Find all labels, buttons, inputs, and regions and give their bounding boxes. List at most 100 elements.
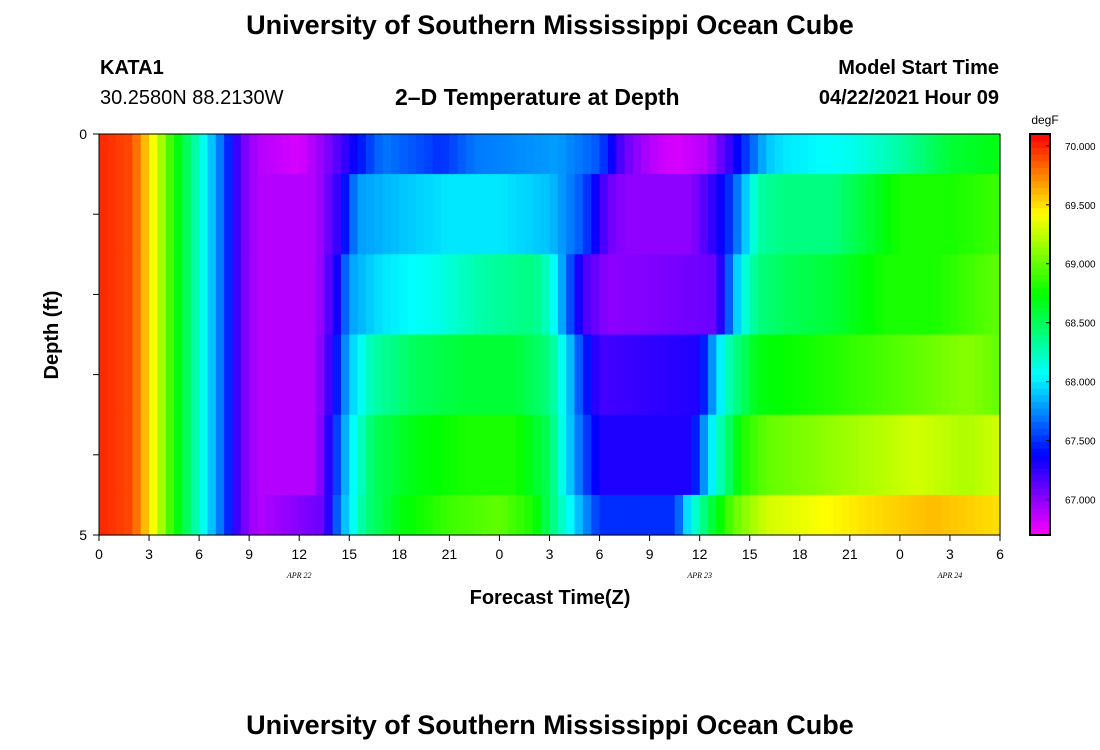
heatmap-cell-layer-5 — [365, 494, 375, 536]
heatmap-cell-layer-0 — [716, 134, 726, 175]
heatmap-cell-layer-1 — [883, 174, 893, 255]
heatmap-cell-layer-5 — [315, 494, 325, 536]
heatmap-cell-layer-3 — [315, 334, 325, 416]
heatmap-cell-layer-1 — [499, 174, 509, 255]
heatmap-cell-layer-2 — [607, 254, 617, 336]
heatmap-cell-layer-3 — [441, 334, 450, 416]
heatmap-cell-layer-5 — [532, 494, 542, 536]
heatmap-cell-layer-0 — [582, 134, 592, 175]
heatmap-cell-layer-5 — [682, 494, 692, 536]
heatmap-cell-layer-1 — [649, 174, 659, 255]
heatmap-cell-layer-1 — [399, 174, 409, 255]
heatmap-cell-layer-4 — [99, 414, 108, 496]
heatmap-cell-layer-2 — [124, 254, 133, 336]
heatmap-cell-layer-5 — [966, 494, 976, 536]
heatmap-cell-layer-0 — [257, 134, 267, 175]
heatmap-cell-layer-4 — [607, 414, 617, 496]
y-tick-label: 0 — [79, 126, 87, 142]
colorbar-band — [1030, 287, 1050, 295]
heatmap-cell-layer-3 — [407, 334, 417, 416]
heatmap-cell-layer-3 — [624, 334, 634, 416]
heatmap-cell-layer-1 — [783, 174, 793, 255]
heatmap-cell-layer-0 — [924, 134, 934, 175]
heatmap-cell-layer-5 — [941, 494, 951, 536]
heatmap-cell-layer-3 — [657, 334, 667, 416]
heatmap-cell-layer-4 — [482, 414, 492, 496]
x-axis: 0 3 6 9 12 15 18 21 0 3 6 9 12 15 18 21 0 3 6 APR 22 APR 23 A… — [95, 535, 1004, 580]
heatmap-cell-layer-1 — [791, 174, 801, 255]
heatmap-cell-layer-2 — [649, 254, 659, 336]
heatmap-cell-layer-1 — [758, 174, 767, 255]
heatmap-cell-layer-2 — [591, 254, 601, 336]
heatmap-cell-layer-1 — [365, 174, 375, 255]
heatmap-cell-layer-4 — [165, 414, 175, 496]
heatmap-cell-layer-0 — [624, 134, 634, 175]
heatmap-cell-layer-0 — [858, 134, 868, 175]
heatmap-cell-layer-5 — [741, 494, 751, 536]
heatmap-cell-layer-3 — [816, 334, 826, 416]
heatmap-cell-layer-0 — [949, 134, 959, 175]
heatmap-cell-layer-1 — [599, 174, 609, 255]
heatmap-cell-layer-3 — [232, 334, 242, 416]
heatmap-cell-layer-1 — [449, 174, 459, 255]
heatmap-cell-layer-4 — [107, 414, 117, 496]
heatmap-cell-layer-0 — [482, 134, 492, 175]
colorbar-band — [1030, 307, 1050, 316]
heatmap-cell-layer-5 — [407, 494, 417, 536]
heatmap-cell-layer-3 — [616, 334, 626, 416]
model-start-label: Model Start Time — [838, 57, 999, 79]
heatmap-cell-layer-1 — [949, 174, 959, 255]
heatmap-cell-layer-2 — [841, 254, 851, 336]
heatmap-cell-layer-3 — [107, 334, 117, 416]
heatmap-cell-layer-1 — [107, 174, 117, 255]
heatmap-cell-layer-4 — [974, 414, 984, 496]
heatmap-cell-layer-4 — [924, 414, 934, 496]
heatmap-cell-layer-2 — [165, 254, 175, 336]
heatmap-cell-layer-3 — [349, 334, 359, 416]
heatmap-cell-layer-2 — [849, 254, 859, 336]
heatmap-cell-layer-0 — [774, 134, 784, 175]
heatmap-cell-layer-1 — [607, 174, 617, 255]
heatmap-cell-layer-0 — [883, 134, 893, 175]
heatmap-cell-layer-5 — [157, 494, 167, 536]
heatmap-cell-layer-3 — [340, 334, 350, 416]
heatmap-cell-layer-4 — [282, 414, 292, 496]
heatmap-cell-layer-3 — [265, 334, 275, 416]
x-tick-label: 0 — [896, 546, 904, 562]
heatmap-cell-layer-5 — [174, 494, 184, 536]
heatmap-cell-layer-0 — [824, 134, 834, 175]
heatmap-cell-layer-5 — [424, 494, 434, 536]
heatmap-cell-layer-1 — [933, 174, 943, 255]
heatmap-cell-layer-4 — [332, 414, 342, 496]
heatmap-cell-layer-4 — [699, 414, 709, 496]
colorbar-band — [1030, 294, 1050, 302]
heatmap-cell-layer-1 — [215, 174, 225, 255]
heatmap-cell-layer-2 — [949, 254, 959, 336]
heatmap-cell-layer-5 — [708, 494, 717, 536]
heatmap-cell-layer-4 — [916, 414, 926, 496]
heatmap-cell-layer-3 — [532, 334, 542, 416]
heatmap-cell-layer-2 — [758, 254, 767, 336]
heatmap-cell-layer-2 — [682, 254, 692, 336]
heatmap-cell-layer-1 — [307, 174, 317, 255]
heatmap-cell-layer-5 — [949, 494, 959, 536]
heatmap-cell-layer-4 — [232, 414, 242, 496]
heatmap-cell-layer-5 — [340, 494, 350, 536]
heatmap-cell-layer-0 — [491, 134, 501, 175]
heatmap-cell-layer-1 — [382, 174, 392, 255]
heatmap-cell-layer-3 — [649, 334, 659, 416]
heatmap-cell-layer-1 — [808, 174, 818, 255]
colorbar-band — [1030, 327, 1050, 336]
heatmap-cell-layer-4 — [866, 414, 876, 496]
heatmap-cell-layer-1 — [708, 174, 717, 255]
heatmap-cell-layer-5 — [733, 494, 742, 536]
heatmap-cell-layer-3 — [733, 334, 742, 416]
heatmap-cell-layer-3 — [240, 334, 250, 416]
heatmap-cell-layer-4 — [124, 414, 133, 496]
heatmap-cell-layer-3 — [149, 334, 158, 416]
heatmap-cell-layer-4 — [507, 414, 517, 496]
heatmap-cell-layer-1 — [991, 174, 1001, 255]
heatmap-cell-layer-0 — [541, 134, 551, 175]
heatmap-cell-layer-4 — [582, 414, 592, 496]
heatmap-cell-layer-4 — [390, 414, 400, 496]
